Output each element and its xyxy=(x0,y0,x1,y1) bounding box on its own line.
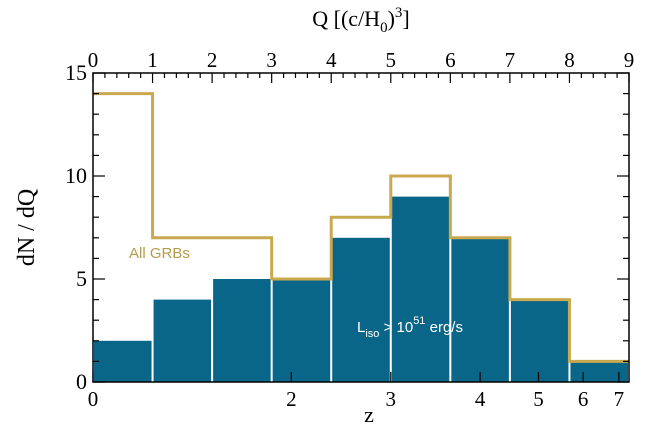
bottom-axis-label: z xyxy=(364,402,374,427)
y-tick-label-10: 10 xyxy=(65,163,87,188)
y-tick-label-15: 15 xyxy=(65,60,87,85)
bar-4 xyxy=(332,237,390,382)
step-layer xyxy=(93,92,629,363)
step-line-all-grbs xyxy=(93,92,629,363)
plot-frame xyxy=(92,72,630,383)
bottom-tick-label-6: 6 xyxy=(578,387,589,411)
top-tick-label-8: 8 xyxy=(564,48,575,72)
bars-layer xyxy=(94,196,628,382)
top-tick-label-5: 5 xyxy=(386,48,397,72)
top-tick-label-2: 2 xyxy=(207,48,218,72)
bottom-tick-label-5: 5 xyxy=(533,387,544,411)
bar-5 xyxy=(391,196,450,382)
bar-7 xyxy=(510,299,569,382)
top-axis-label: Q [(c/H0)3] xyxy=(312,5,409,36)
top-tick-label-9: 9 xyxy=(624,48,635,72)
bottom-tick-label-7: 7 xyxy=(614,387,625,411)
top-tick-label-6: 6 xyxy=(445,48,456,72)
bar-series-label-mid: > 10 xyxy=(379,319,413,336)
top-axis-label-main: Q [(c/H xyxy=(312,6,380,31)
top-tick-label-7: 7 xyxy=(505,48,516,72)
bar-2 xyxy=(213,279,271,382)
bar-1 xyxy=(153,299,212,382)
y-axis-label: dN / dQ xyxy=(14,189,40,266)
labels-layer: Q [(c/H0)3] z dN / dQ All GRBs Liso > 10… xyxy=(14,5,463,427)
top-tick-label-3: 3 xyxy=(266,48,277,72)
bar-series-label: Liso > 1051 erg/s xyxy=(357,315,463,340)
bar-series-label-sup: 51 xyxy=(413,315,425,327)
top-axis-label-sup: 3 xyxy=(395,5,403,21)
top-tick-label-4: 4 xyxy=(326,48,337,72)
step-series-label: All GRBs xyxy=(129,245,190,262)
bar-series-label-end: erg/s xyxy=(425,319,463,336)
y-tick-label-5: 5 xyxy=(76,266,87,291)
bottom-tick-label-3: 3 xyxy=(386,387,397,411)
top-axis-label-sub: 0 xyxy=(380,20,388,36)
top-axis-label-end: ] xyxy=(402,6,409,31)
bar-3 xyxy=(272,279,331,382)
bar-6 xyxy=(451,237,509,382)
top-tick-label-0: 0 xyxy=(88,48,99,72)
bar-series-label-sub: iso xyxy=(365,328,379,340)
y-tick-label-0: 0 xyxy=(76,369,87,394)
bottom-tick-label-2: 2 xyxy=(286,387,297,411)
bottom-tick-label-0: 0 xyxy=(88,387,99,411)
bar-0 xyxy=(94,340,152,382)
bar-8 xyxy=(570,361,628,382)
top-axis-label-close: ) xyxy=(388,6,395,31)
axes-layer xyxy=(92,72,630,383)
bar-series-label-main: L xyxy=(357,319,365,336)
top-tick-label-1: 1 xyxy=(147,48,158,72)
bottom-tick-label-4: 4 xyxy=(475,387,486,411)
